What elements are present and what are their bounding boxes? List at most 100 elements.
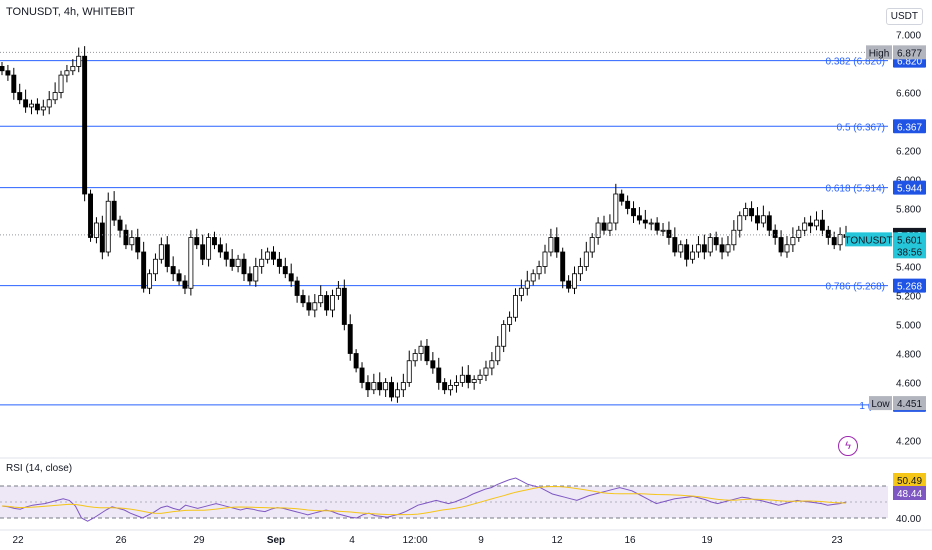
candle-body bbox=[265, 251, 271, 260]
candle-body bbox=[170, 266, 176, 275]
candle-body bbox=[766, 215, 772, 231]
fib-level-label: 0.382 (6.820) bbox=[826, 57, 886, 68]
candle-body bbox=[483, 367, 489, 376]
candle-body bbox=[619, 193, 625, 202]
candle-body bbox=[200, 244, 206, 260]
candle-body bbox=[206, 237, 212, 260]
candle-body bbox=[406, 360, 412, 383]
y-tick-label: 5.800 bbox=[896, 205, 921, 216]
candle-body bbox=[424, 345, 430, 362]
candle-body bbox=[105, 200, 111, 253]
candle-body bbox=[554, 237, 560, 253]
candle-body bbox=[111, 200, 117, 221]
rsi-ma-text: 50.49 bbox=[897, 476, 922, 487]
candle-body bbox=[690, 251, 696, 260]
candle-body bbox=[530, 273, 536, 282]
candle-body bbox=[17, 92, 23, 101]
candle-body bbox=[271, 251, 276, 260]
candle-body bbox=[601, 222, 607, 231]
candle-body bbox=[524, 280, 530, 289]
candle-body bbox=[400, 382, 406, 391]
candle-body bbox=[471, 379, 477, 383]
candle-body bbox=[0, 66, 5, 72]
candle-body bbox=[34, 103, 40, 111]
candle-body bbox=[814, 219, 819, 227]
candle-body bbox=[513, 295, 518, 318]
candle-body bbox=[253, 266, 259, 282]
candle-body bbox=[790, 237, 796, 246]
candle-body bbox=[294, 280, 300, 296]
high-label-bg bbox=[866, 45, 892, 60]
x-tick-label: 23 bbox=[831, 535, 843, 546]
lightning-bolt-icon[interactable]: ϟ bbox=[838, 436, 858, 456]
candle-body bbox=[495, 345, 501, 362]
candle-body bbox=[577, 266, 583, 275]
candle-body bbox=[70, 66, 76, 72]
candle-body bbox=[241, 258, 247, 275]
candle-body bbox=[684, 244, 690, 260]
candle-body bbox=[755, 215, 760, 224]
candle-body bbox=[306, 302, 312, 311]
low-price-tag bbox=[893, 396, 926, 411]
low-price-text: 4.451 bbox=[897, 399, 922, 410]
candle-body bbox=[147, 273, 153, 289]
candle-body bbox=[58, 74, 64, 93]
currency-label[interactable]: USDT bbox=[885, 8, 923, 25]
x-tick-label: 12 bbox=[551, 535, 563, 546]
candle-body bbox=[507, 316, 513, 325]
candle-body bbox=[731, 229, 737, 246]
candle-body bbox=[64, 70, 70, 76]
candle-body bbox=[135, 237, 141, 253]
candle-body bbox=[99, 222, 105, 253]
candle-body bbox=[442, 382, 448, 391]
candle-body bbox=[725, 244, 731, 253]
candle-body bbox=[501, 324, 507, 347]
candle-body bbox=[636, 215, 642, 221]
candle-body bbox=[465, 374, 471, 383]
fib-price-tag-text: 6.367 bbox=[897, 122, 922, 133]
y-tick-label: 4.800 bbox=[896, 350, 921, 361]
candle-body bbox=[347, 324, 353, 354]
candle-body bbox=[453, 382, 459, 386]
candle-body bbox=[784, 244, 790, 253]
rsi-tick-label: 40.00 bbox=[896, 514, 921, 525]
candle-body bbox=[695, 244, 701, 253]
candle-body bbox=[11, 74, 17, 93]
candle-body bbox=[772, 229, 778, 238]
candle-body bbox=[625, 200, 631, 209]
last-price-tag bbox=[893, 232, 926, 259]
fib-level-label: 0.786 (5.268) bbox=[826, 282, 886, 293]
candle-body bbox=[778, 237, 784, 253]
candle-body bbox=[377, 382, 383, 391]
candle-body bbox=[430, 360, 436, 369]
candle-body bbox=[749, 208, 755, 217]
last-price-text: 5.601 bbox=[897, 235, 922, 246]
candle-body bbox=[566, 280, 572, 289]
candle-body bbox=[389, 382, 395, 398]
x-tick-label: 12:00 bbox=[402, 535, 427, 546]
candle-body bbox=[719, 244, 725, 253]
candle-body bbox=[276, 258, 282, 267]
candle-body bbox=[394, 389, 400, 398]
fib-price-tag-text: 5.944 bbox=[897, 184, 922, 195]
candle-body bbox=[459, 374, 465, 383]
fib-level-label: 0.5 (6.367) bbox=[837, 122, 885, 133]
y-tick-label: 4.600 bbox=[896, 379, 921, 390]
low-label-bg bbox=[869, 396, 892, 411]
candle-body bbox=[76, 55, 82, 67]
candle-body bbox=[678, 244, 684, 253]
candle-body bbox=[595, 222, 601, 238]
candle-body bbox=[713, 237, 719, 246]
candle-body bbox=[589, 237, 595, 253]
candle-body bbox=[607, 222, 613, 231]
rsi-ma-line bbox=[1, 485, 847, 516]
candle-body bbox=[259, 258, 265, 267]
candle-body bbox=[129, 237, 135, 246]
symbol-tag-text: TONUSDT bbox=[844, 235, 892, 246]
candle-body bbox=[141, 251, 147, 289]
candle-body bbox=[743, 208, 749, 217]
x-tick-label: 16 bbox=[624, 535, 636, 546]
high-price-tag bbox=[893, 45, 926, 60]
candle-body bbox=[288, 273, 294, 282]
